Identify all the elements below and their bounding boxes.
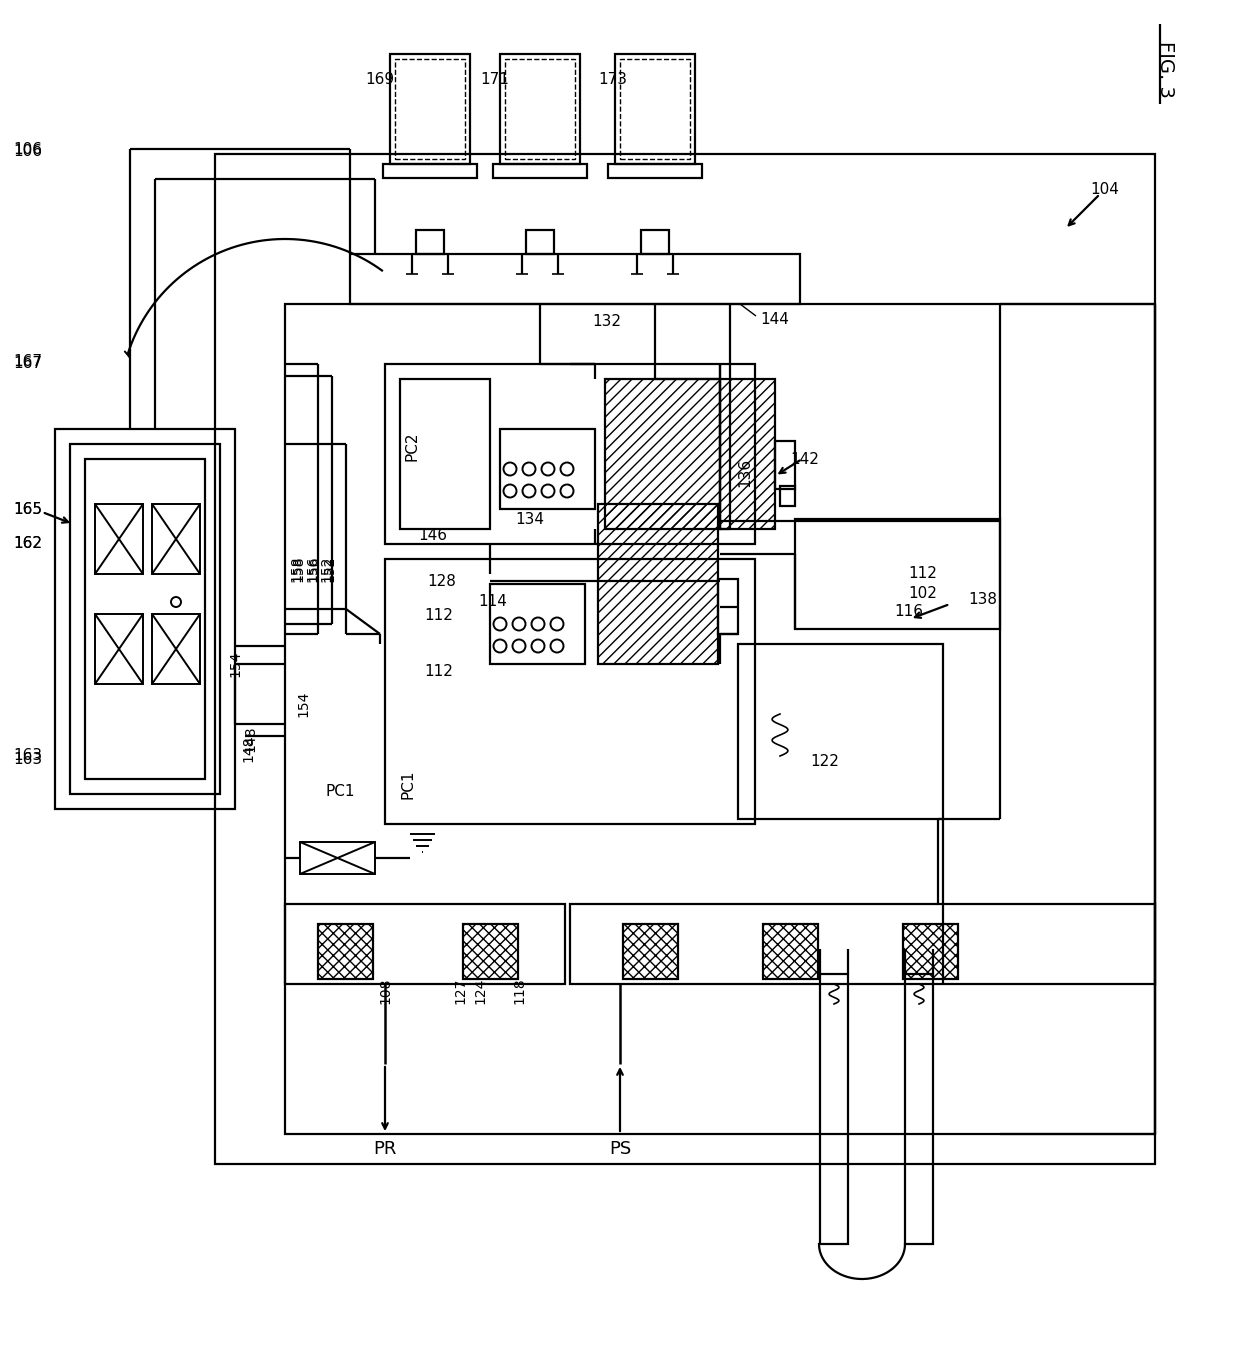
Text: 173: 173 [598, 71, 627, 86]
Text: 114: 114 [477, 595, 507, 610]
Bar [401, 379, 490, 529]
Bar [153, 505, 200, 574]
Text: 102: 102 [908, 587, 937, 602]
Text: 108: 108 [378, 978, 392, 1004]
Text: 128: 128 [427, 573, 456, 588]
Text: PR: PR [373, 1140, 397, 1158]
Bar [615, 55, 694, 164]
Text: PS: PS [609, 1140, 631, 1158]
Text: 132: 132 [591, 315, 621, 330]
Bar [641, 231, 670, 254]
Text: 154: 154 [228, 651, 242, 677]
Text: 169: 169 [365, 71, 394, 86]
Text: FIG. 3: FIG. 3 [1156, 41, 1174, 97]
Text: 162: 162 [12, 536, 42, 551]
Text: PC1: PC1 [401, 769, 415, 799]
Bar [95, 614, 143, 683]
Bar [350, 254, 800, 304]
Text: 163: 163 [12, 752, 42, 767]
Bar [384, 364, 755, 544]
Text: 144: 144 [760, 311, 789, 326]
Text: 122: 122 [810, 754, 839, 769]
Bar [69, 445, 219, 794]
Text: 134: 134 [515, 512, 544, 527]
Bar [215, 154, 1154, 1163]
Text: 152: 152 [319, 555, 334, 582]
Text: 146: 146 [419, 528, 448, 543]
Text: 156: 156 [308, 555, 321, 582]
Bar [608, 164, 702, 177]
Bar [905, 974, 932, 1244]
Bar [300, 842, 374, 874]
Bar [415, 231, 444, 254]
Bar [500, 430, 595, 509]
Bar [605, 379, 720, 529]
Bar [391, 55, 470, 164]
Bar [718, 578, 738, 634]
Text: 112: 112 [424, 608, 453, 623]
Bar [86, 460, 205, 779]
Bar [738, 644, 942, 818]
Bar [775, 441, 795, 490]
Bar [95, 505, 143, 574]
Text: PC1: PC1 [325, 784, 355, 799]
Bar [384, 559, 755, 824]
Bar [153, 614, 200, 683]
Bar [55, 430, 236, 809]
Bar [795, 518, 999, 629]
Text: 165: 165 [12, 502, 42, 517]
Text: 127: 127 [453, 978, 467, 1004]
Text: 165: 165 [12, 502, 42, 517]
Bar [622, 923, 678, 979]
Bar [463, 923, 518, 979]
Bar [285, 304, 1154, 1133]
Text: 112: 112 [908, 566, 937, 581]
Bar [285, 904, 565, 983]
Bar [570, 904, 1154, 983]
Bar [720, 379, 775, 529]
Bar [383, 164, 477, 177]
Text: 118: 118 [512, 978, 526, 1004]
Text: 171: 171 [480, 71, 508, 86]
Text: 154: 154 [296, 690, 310, 717]
Bar [317, 923, 373, 979]
Text: 167: 167 [12, 356, 42, 371]
Text: 106: 106 [12, 142, 42, 157]
Text: 156: 156 [305, 555, 319, 582]
Text: 152: 152 [322, 555, 336, 582]
Text: 148: 148 [241, 735, 255, 762]
Bar [620, 59, 689, 160]
Text: 163: 163 [12, 749, 42, 764]
Text: 142: 142 [790, 451, 818, 466]
Bar [526, 231, 554, 254]
Circle shape [171, 597, 181, 607]
Bar [763, 923, 818, 979]
Bar [490, 584, 585, 664]
Text: 148: 148 [243, 726, 257, 753]
Text: 158: 158 [289, 555, 303, 582]
Text: 124: 124 [472, 978, 487, 1004]
Text: 116: 116 [894, 603, 923, 618]
Text: 162: 162 [12, 536, 42, 551]
Bar [598, 505, 718, 664]
Bar [500, 55, 580, 164]
Text: 138: 138 [968, 592, 997, 607]
Bar [780, 486, 795, 506]
Text: 112: 112 [424, 663, 453, 678]
Text: PC2: PC2 [404, 431, 419, 461]
Text: 167: 167 [12, 353, 42, 368]
Text: 104: 104 [1090, 181, 1118, 196]
Bar [820, 974, 848, 1244]
Bar [396, 59, 465, 160]
Bar [903, 923, 959, 979]
Bar [505, 59, 575, 160]
Text: 158: 158 [291, 555, 305, 582]
Text: 106: 106 [12, 143, 42, 158]
Bar [494, 164, 587, 177]
Text: 136: 136 [737, 457, 751, 487]
